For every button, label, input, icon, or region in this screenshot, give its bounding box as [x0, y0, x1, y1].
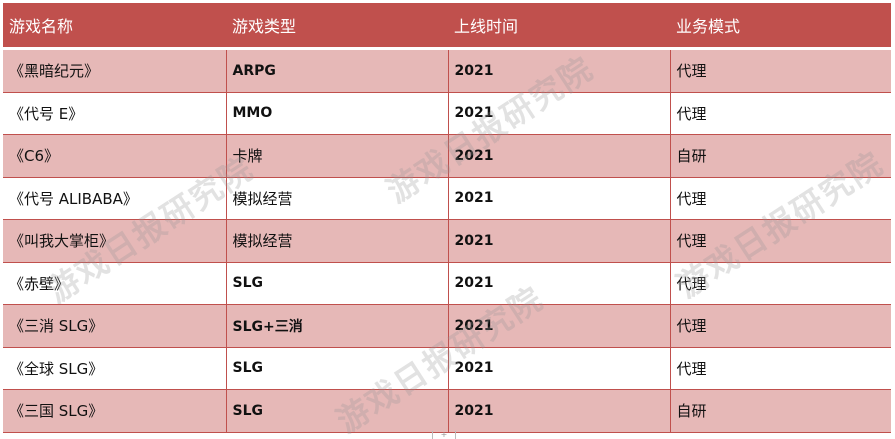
table-row: 《三消 SLG》 SLG+三消 2021 代理 [3, 304, 891, 348]
launch-time-cell[interactable]: 2021 [448, 134, 671, 178]
header-business-model: 业务模式 [670, 3, 891, 50]
table-row: 《叫我大掌柜》 模拟经营 2021 代理 [3, 219, 891, 263]
game-name-cell[interactable]: 《黑暗纪元》 [3, 48, 227, 93]
table-row: 《赤壁》 SLG 2021 代理 [3, 262, 891, 305]
game-name-cell[interactable]: 《代号 ALIBABA》 [3, 177, 227, 220]
header-row: 游戏名称 游戏类型 上线时间 业务模式 [3, 3, 891, 50]
game-type-cell[interactable]: ARPG [226, 48, 449, 93]
business-model-cell[interactable]: 代理 [670, 347, 891, 390]
game-type-cell[interactable]: SLG [226, 389, 449, 433]
business-model-cell[interactable]: 自研 [670, 389, 891, 433]
header-game-name: 游戏名称 [3, 3, 226, 50]
table-row: 《全球 SLG》 SLG 2021 代理 [3, 347, 891, 390]
games-table: 游戏名称 游戏类型 上线时间 业务模式 《黑暗纪元》 ARPG 2021 代理 … [3, 3, 891, 433]
game-name-cell[interactable]: 《C6》 [3, 134, 227, 178]
game-name-cell[interactable]: 《全球 SLG》 [3, 347, 227, 390]
header-game-type: 游戏类型 [226, 3, 448, 50]
table-row: 《代号 ALIBABA》 模拟经营 2021 代理 [3, 177, 891, 220]
game-type-cell[interactable]: 卡牌 [226, 134, 449, 178]
launch-time-cell[interactable]: 2021 [448, 347, 671, 390]
launch-time-cell[interactable]: 2021 [448, 92, 671, 135]
game-type-cell[interactable]: SLG [226, 347, 449, 390]
game-name-cell[interactable]: 《代号 E》 [3, 92, 227, 135]
launch-time-cell[interactable]: 2021 [448, 389, 671, 433]
table-row: 《三国 SLG》 SLG 2021 自研 [3, 389, 891, 433]
business-model-cell[interactable]: 代理 [670, 48, 891, 93]
table-row: 《代号 E》 MMO 2021 代理 [3, 92, 891, 135]
game-name-cell[interactable]: 《赤壁》 [3, 262, 227, 305]
business-model-cell[interactable]: 代理 [670, 92, 891, 135]
game-type-cell[interactable]: SLG+三消 [226, 304, 449, 348]
header-launch-time: 上线时间 [448, 3, 670, 50]
business-model-cell[interactable]: 代理 [670, 262, 891, 305]
game-type-cell[interactable]: MMO [226, 92, 449, 135]
business-model-cell[interactable]: 自研 [670, 134, 891, 178]
game-name-cell[interactable]: 《三消 SLG》 [3, 304, 227, 348]
game-type-cell[interactable]: 模拟经营 [226, 177, 449, 220]
launch-time-cell[interactable]: 2021 [448, 219, 671, 263]
game-type-cell[interactable]: 模拟经营 [226, 219, 449, 263]
launch-time-cell[interactable]: 2021 [448, 48, 671, 93]
resize-handle[interactable]: + [432, 431, 456, 439]
business-model-cell[interactable]: 代理 [670, 177, 891, 220]
table-row: 《黑暗纪元》 ARPG 2021 代理 [3, 48, 891, 93]
table-row: 《C6》 卡牌 2021 自研 [3, 134, 891, 178]
game-type-cell[interactable]: SLG [226, 262, 449, 305]
business-model-cell[interactable]: 代理 [670, 304, 891, 348]
business-model-cell[interactable]: 代理 [670, 219, 891, 263]
game-name-cell[interactable]: 《叫我大掌柜》 [3, 219, 227, 263]
game-name-cell[interactable]: 《三国 SLG》 [3, 389, 227, 433]
launch-time-cell[interactable]: 2021 [448, 304, 671, 348]
launch-time-cell[interactable]: 2021 [448, 262, 671, 305]
launch-time-cell[interactable]: 2021 [448, 177, 671, 220]
